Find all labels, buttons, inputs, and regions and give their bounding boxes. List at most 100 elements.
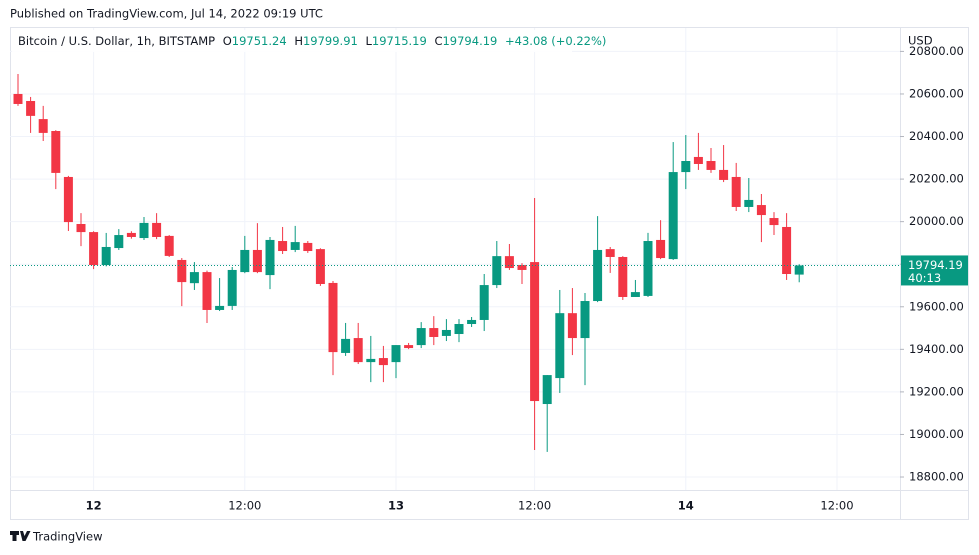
low-label: L bbox=[366, 34, 373, 48]
candle-body bbox=[51, 130, 61, 173]
candle-body bbox=[252, 249, 262, 273]
candle-body bbox=[467, 319, 477, 325]
last-price-box bbox=[901, 255, 968, 286]
candle-body bbox=[504, 256, 514, 269]
symbol: Bitcoin / U.S. Dollar, 1h, BITSTAMP bbox=[18, 34, 215, 48]
candle-body bbox=[227, 269, 237, 306]
candle-body bbox=[202, 272, 212, 310]
y-tick-label: 20800.00 bbox=[909, 44, 964, 58]
low-value: 19715.19 bbox=[372, 34, 427, 48]
candle-body bbox=[290, 242, 300, 250]
candle-body bbox=[605, 249, 615, 257]
candle-body bbox=[492, 256, 502, 286]
candle-body bbox=[794, 265, 804, 275]
candle-body bbox=[164, 235, 174, 256]
high-value: 19799.91 bbox=[303, 34, 358, 48]
candle-body bbox=[756, 205, 766, 216]
y-tick-label: 20200.00 bbox=[909, 172, 964, 186]
candle-body bbox=[152, 222, 162, 237]
candle-body bbox=[126, 232, 136, 237]
candle-body bbox=[656, 239, 666, 259]
candle-body bbox=[378, 358, 388, 366]
candle-body bbox=[454, 324, 464, 335]
change: +43.08 (+0.22%) bbox=[505, 34, 606, 48]
candle-body bbox=[265, 239, 275, 276]
close-label: C bbox=[434, 34, 442, 48]
candle-body bbox=[441, 329, 451, 336]
x-tick-label: 12 bbox=[86, 499, 102, 513]
candle-body bbox=[341, 338, 351, 353]
candle-body bbox=[328, 282, 338, 353]
y-tick-label: 19200.00 bbox=[909, 384, 964, 398]
candle-body bbox=[240, 249, 250, 273]
candle-body bbox=[618, 256, 628, 297]
legend-bg bbox=[12, 30, 572, 52]
candle-body bbox=[278, 241, 288, 252]
candle-body bbox=[580, 301, 590, 339]
candle-body bbox=[416, 328, 426, 346]
candle-body bbox=[114, 235, 124, 249]
candle-body bbox=[643, 241, 653, 296]
brand-logo: TradingView bbox=[10, 530, 102, 544]
x-tick-label: 14 bbox=[678, 499, 694, 513]
candle-body bbox=[189, 272, 199, 284]
candle-body bbox=[76, 223, 86, 233]
candle-body bbox=[719, 169, 729, 180]
candle-body bbox=[681, 161, 691, 173]
legend: Bitcoin / U.S. Dollar, 1h, BITSTAMP O197… bbox=[18, 34, 606, 48]
y-tick-label: 19600.00 bbox=[909, 299, 964, 313]
candle-body bbox=[303, 242, 313, 252]
x-tick-label: 12:00 bbox=[820, 499, 853, 513]
y-tick-label: 19400.00 bbox=[909, 342, 964, 356]
x-tick-label: 12:00 bbox=[228, 499, 261, 513]
candle-body bbox=[315, 249, 325, 285]
candle-body bbox=[769, 218, 779, 226]
candle-body bbox=[593, 249, 603, 302]
x-tick-label: 13 bbox=[388, 499, 404, 513]
candle-body bbox=[404, 345, 414, 349]
y-tick-label: 19000.00 bbox=[909, 427, 964, 441]
chart-frame bbox=[10, 27, 969, 520]
candle-body bbox=[555, 313, 565, 379]
candle-body bbox=[542, 375, 552, 405]
close-value: 19794.19 bbox=[442, 34, 497, 48]
open-value: 19751.24 bbox=[232, 34, 287, 48]
x-tick-label: 12:00 bbox=[518, 499, 551, 513]
candle-body bbox=[517, 265, 527, 270]
candle-body bbox=[391, 345, 401, 363]
high-label: H bbox=[294, 34, 303, 48]
y-tick-label: 18800.00 bbox=[909, 470, 964, 484]
candle-body bbox=[530, 262, 540, 402]
y-tick-label: 20600.00 bbox=[909, 86, 964, 100]
publish-title: Published on TradingView.com, Jul 14, 20… bbox=[10, 7, 323, 21]
candle-body bbox=[731, 176, 741, 207]
candle-body bbox=[353, 338, 363, 363]
brand: TradingView bbox=[32, 530, 102, 544]
candle-body bbox=[567, 313, 577, 339]
candle-body bbox=[38, 119, 48, 133]
logo-mark bbox=[10, 531, 31, 541]
candle-body bbox=[139, 222, 149, 239]
candle-body bbox=[706, 161, 716, 170]
y-tick-label: 20400.00 bbox=[909, 129, 964, 143]
candle-body bbox=[101, 246, 111, 266]
candle-body bbox=[630, 292, 640, 297]
candle-body bbox=[26, 100, 36, 116]
candle-body bbox=[429, 328, 439, 337]
plot bbox=[10, 28, 900, 490]
candle-body bbox=[13, 93, 23, 104]
countdown: 40:13 bbox=[908, 271, 941, 285]
candle-body bbox=[366, 358, 376, 363]
open-label: O bbox=[223, 34, 232, 48]
last-price-label: 19794.19 bbox=[908, 258, 963, 272]
candle-body bbox=[215, 305, 225, 310]
candle-body bbox=[63, 176, 73, 223]
candle-body bbox=[668, 172, 678, 260]
currency: USD bbox=[908, 34, 933, 48]
candle-body bbox=[89, 232, 99, 266]
candle-body bbox=[744, 199, 754, 207]
candle-body bbox=[177, 259, 187, 283]
candle-body bbox=[479, 285, 489, 320]
candle-body bbox=[782, 226, 792, 275]
